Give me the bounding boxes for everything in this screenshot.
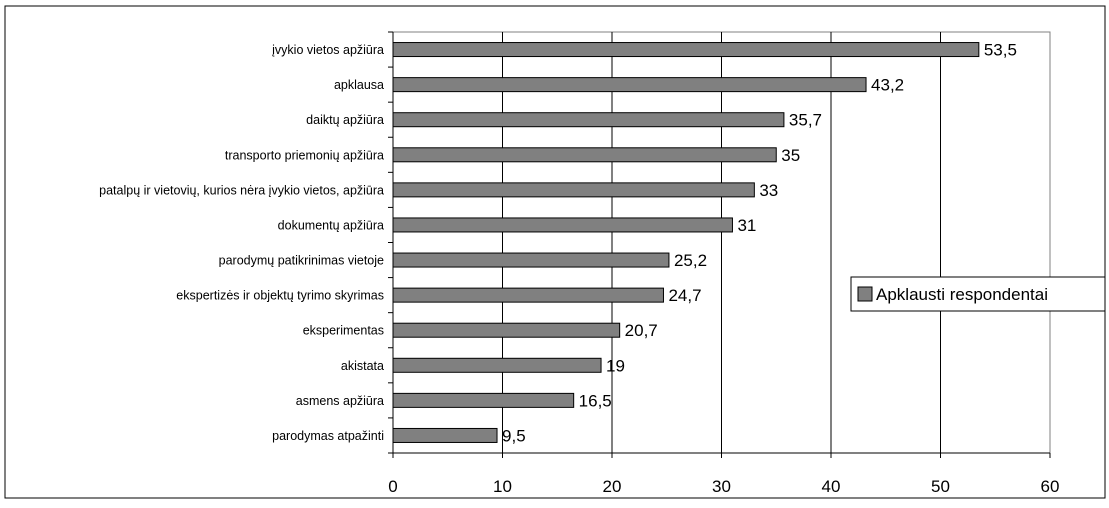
category-label: parodymų patikrinimas vietoje bbox=[219, 254, 384, 268]
bar bbox=[392, 427, 498, 443]
data-label: 9,5 bbox=[502, 426, 526, 445]
data-label: 35 bbox=[781, 146, 800, 165]
data-label: 24,7 bbox=[668, 286, 701, 305]
category-label: asmens apžiūra bbox=[296, 394, 384, 408]
data-label: 25,2 bbox=[674, 251, 707, 270]
category-label: įvykio vietos apžiūra bbox=[272, 43, 384, 57]
x-tick-label: 10 bbox=[493, 477, 512, 496]
category-label: transporto priemonių apžiūra bbox=[225, 148, 384, 162]
bar bbox=[392, 322, 621, 338]
bar bbox=[392, 287, 664, 303]
data-label: 16,5 bbox=[579, 391, 612, 410]
category-label: ekspertizės ir objektų tyrimo skyrimas bbox=[176, 289, 384, 303]
data-label: 31 bbox=[737, 216, 756, 235]
bar bbox=[392, 182, 755, 198]
legend-label: Apklausti respondentai bbox=[876, 285, 1048, 304]
legend-box bbox=[850, 276, 1106, 312]
x-tick-label: 50 bbox=[931, 477, 950, 496]
x-tick-label: 60 bbox=[1041, 477, 1060, 496]
gridlines bbox=[502, 32, 941, 453]
x-tick-label: 0 bbox=[388, 477, 397, 496]
bar bbox=[392, 357, 602, 373]
category-label: patalpų ir vietovių, kurios nėra įvykio … bbox=[99, 183, 384, 197]
x-tick-label: 40 bbox=[822, 477, 841, 496]
data-label: 33 bbox=[759, 181, 778, 200]
labels: įvykio vietos apžiūra 53,5 apklausa 43,2 dai… bbox=[99, 41, 1017, 446]
bar bbox=[392, 252, 670, 268]
bar bbox=[392, 217, 733, 233]
category-label: dokumentų apžiūra bbox=[278, 218, 384, 232]
bars bbox=[392, 42, 980, 443]
legend: Apklausti respondentai bbox=[850, 276, 1106, 312]
data-label: 53,5 bbox=[984, 41, 1017, 60]
category-label: apklausa bbox=[334, 78, 384, 92]
data-label: 20,7 bbox=[625, 321, 658, 340]
data-label: 19 bbox=[606, 356, 625, 375]
bar bbox=[392, 112, 785, 128]
bar bbox=[392, 147, 777, 163]
data-label: 43,2 bbox=[871, 76, 904, 95]
category-label: eksperimentas bbox=[303, 324, 384, 338]
bar bbox=[392, 392, 575, 408]
bar bbox=[392, 77, 867, 93]
category-label: akistata bbox=[341, 359, 384, 373]
category-label: daiktų apžiūra bbox=[306, 113, 384, 127]
bar bbox=[392, 42, 980, 58]
category-label: parodymas atpažinti bbox=[272, 429, 384, 443]
data-label: 35,7 bbox=[789, 111, 822, 130]
axes: 0 10 20 30 40 50 60 bbox=[388, 31, 1060, 496]
x-tick-label: 20 bbox=[603, 477, 622, 496]
legend-swatch bbox=[857, 286, 873, 302]
x-tick-label: 30 bbox=[712, 477, 731, 496]
